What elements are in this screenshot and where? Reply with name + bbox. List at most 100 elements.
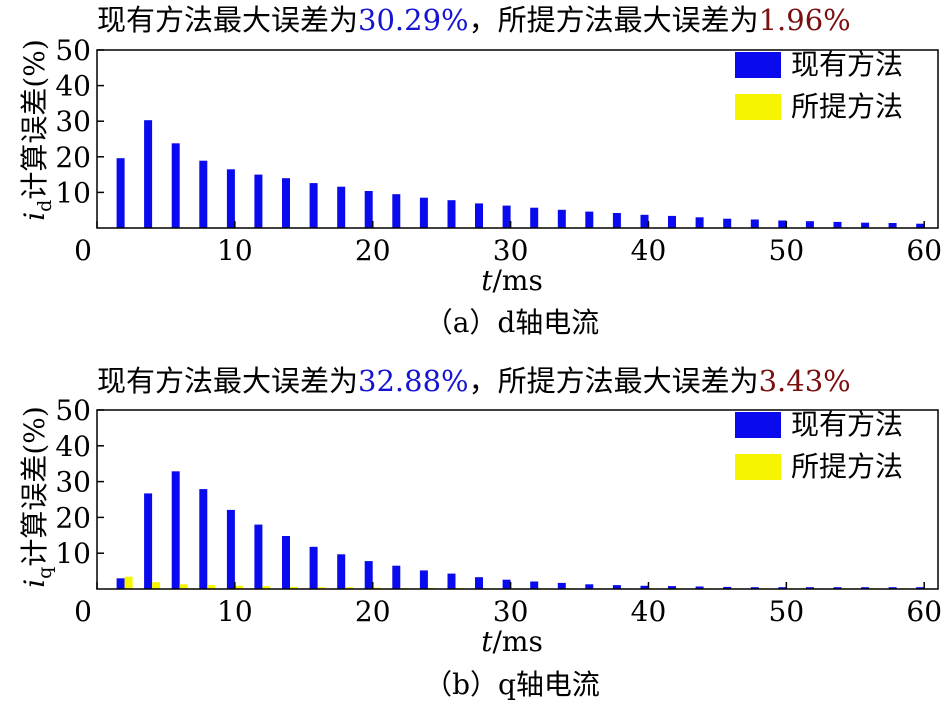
panel-a-header-value2: 1.96% [759,3,851,37]
panel-a-ytick-label-50: 50 [55,34,91,67]
panel-b-bar-existing-12 [254,524,263,589]
panel-b-ytick-label-30: 30 [55,466,91,499]
panel-b-bar-existing-60 [916,587,925,589]
panel-b-bar-existing-30 [502,579,511,589]
panel-a-bar-existing-48 [750,219,759,228]
panel-b-bar-existing-18 [337,554,346,589]
panel-b-bar-proposed-12 [262,586,271,589]
panel-a-bar-existing-18 [337,186,346,228]
panel-a-ylabel-var: i [18,212,51,221]
panel-a-bar-existing-36 [585,211,594,228]
panel-b-bar-existing-8 [199,489,208,589]
panel-a-xlabel-var: t [481,264,493,297]
panel-a-bar-existing-50 [778,220,787,228]
panel-a-legend-swatch-existing [735,52,781,78]
panel-a-bar-existing-58 [888,223,897,228]
panel-a-xtick-label-20: 20 [355,234,391,267]
panel-a-plot-frame [96,49,939,229]
panel-b-xtick-label-40: 40 [631,595,667,628]
panel-a-legend-swatch-proposed [735,94,781,120]
panel-b-header-part2: ，所提方法最大误差为 [469,364,759,398]
panel-a-bar-existing-38 [612,213,621,228]
panel-b-bar-existing-28 [475,577,483,589]
panel-a-legend: 现有方法 所提方法 [735,48,903,123]
panel-b-bar-existing-26 [447,573,456,589]
panel-a-xtick-label-0: 0 [74,234,92,267]
panel-b-bar-existing-38 [612,585,621,589]
panel-a-ytick-label-20: 20 [55,141,91,174]
panel-b-plot-frame [96,409,939,590]
panel-b-bar-proposed-4 [152,582,161,589]
panel-b-header-part1: 现有方法最大误差为 [97,364,358,398]
panel-b-bar-existing-14 [282,536,290,589]
panel-a-bars [116,120,925,228]
panel-a-caption: （a）d轴电流 [425,306,600,339]
panel-b-xtick-label-20: 20 [355,595,391,628]
panel-a-xtick-label-10: 10 [217,234,253,267]
panel-a-bar-existing-56 [861,222,870,228]
panel-a-bar-existing-4 [144,120,153,228]
panel-a-ytick-label-30: 30 [55,105,91,138]
panel-a-header-part1: 现有方法最大误差为 [97,3,358,37]
panel-a-bar-existing-42 [668,215,676,228]
panel-b-bar-existing-16 [309,546,318,589]
panel-b: 现有方法最大误差为32.88%，所提方法最大误差为3.43% 102030405… [18,364,942,701]
panel-b-legend-swatch-existing [735,412,781,438]
panel-b-bar-proposed-6 [179,584,188,589]
panel-b-bar-proposed-2 [124,576,133,589]
panel-b-bar-proposed-10 [234,585,243,589]
panel-b-ylabel: iq计算误差(%) [18,406,56,588]
panel-b-xtick-label-60: 60 [906,595,942,628]
panel-b-bar-existing-42 [668,586,676,589]
panel-a-bar-existing-22 [392,194,401,228]
panel-b-bar-existing-32 [530,581,539,589]
panel-a-bar-existing-30 [502,205,511,228]
panel-b-bar-existing-10 [226,509,235,589]
panel-b-bars [116,471,933,589]
panel-b-xlabel: t/ms [481,625,543,658]
panel-a-bar-existing-32 [530,207,539,228]
panel-b-bar-existing-24 [419,570,428,589]
panel-a-xtick-label-50: 50 [769,234,805,267]
panel-a-bar-existing-44 [695,217,704,228]
panel-b-bar-existing-6 [171,471,180,589]
panel-b-bar-proposed-14 [290,586,298,589]
panel-a: 现有方法最大误差为30.29%，所提方法最大误差为1.96% 102030405… [18,3,942,339]
panel-a-bar-existing-40 [640,214,649,228]
panel-b-legend-label-proposed: 所提方法 [791,450,903,483]
panel-a-bar-existing-8 [199,160,208,228]
panel-b-x-ticks: 0 10 20 30 40 50 60 [74,582,942,628]
panel-a-xlabel: t/ms [481,264,543,297]
panel-b-xlabel-unit: /ms [492,625,542,658]
panel-b-caption: （b）q轴电流 [424,668,600,701]
panel-b-header-value1: 32.88% [358,364,469,398]
panel-a-xtick-label-60: 60 [906,234,942,267]
panel-b-ytick-label-20: 20 [55,501,91,534]
panel-a-xtick-label-30: 30 [493,234,529,267]
panel-b-bar-existing-40 [640,585,649,589]
panel-a-bar-existing-52 [805,221,814,228]
panel-b-bar-proposed-18 [345,587,354,589]
panel-a-ytick-label-40: 40 [55,70,91,103]
panel-b-bar-existing-54 [833,587,842,589]
panel-b-ylabel-var: i [18,579,51,588]
panel-a-bar-existing-26 [447,200,456,228]
panel-b-legend-label-existing: 现有方法 [791,408,903,441]
panel-b-bar-proposed-8 [207,585,216,589]
panel-b-ytick-label-50: 50 [55,394,91,427]
panel-b-xtick-label-30: 30 [493,595,529,628]
panel-b-legend-swatch-proposed [735,454,781,480]
panel-a-bar-existing-54 [833,221,842,228]
panel-a-header-value1: 30.29% [358,3,469,37]
panel-b-ytick-label-40: 40 [55,430,91,463]
panel-b-header-value2: 3.43% [759,364,851,398]
panel-b-bar-proposed-16 [317,587,326,589]
panel-b-bar-existing-48 [750,587,759,589]
panel-a-bar-existing-28 [475,203,483,228]
panel-b-header: 现有方法最大误差为32.88%，所提方法最大误差为3.43% [97,364,851,398]
panel-a-header-part2: ，所提方法最大误差为 [469,3,759,37]
panel-b-xtick-label-10: 10 [217,595,253,628]
panel-a-xtick-label-40: 40 [631,234,667,267]
panel-b-xlabel-var: t [481,625,493,658]
panel-b-bar-existing-58 [888,587,897,589]
